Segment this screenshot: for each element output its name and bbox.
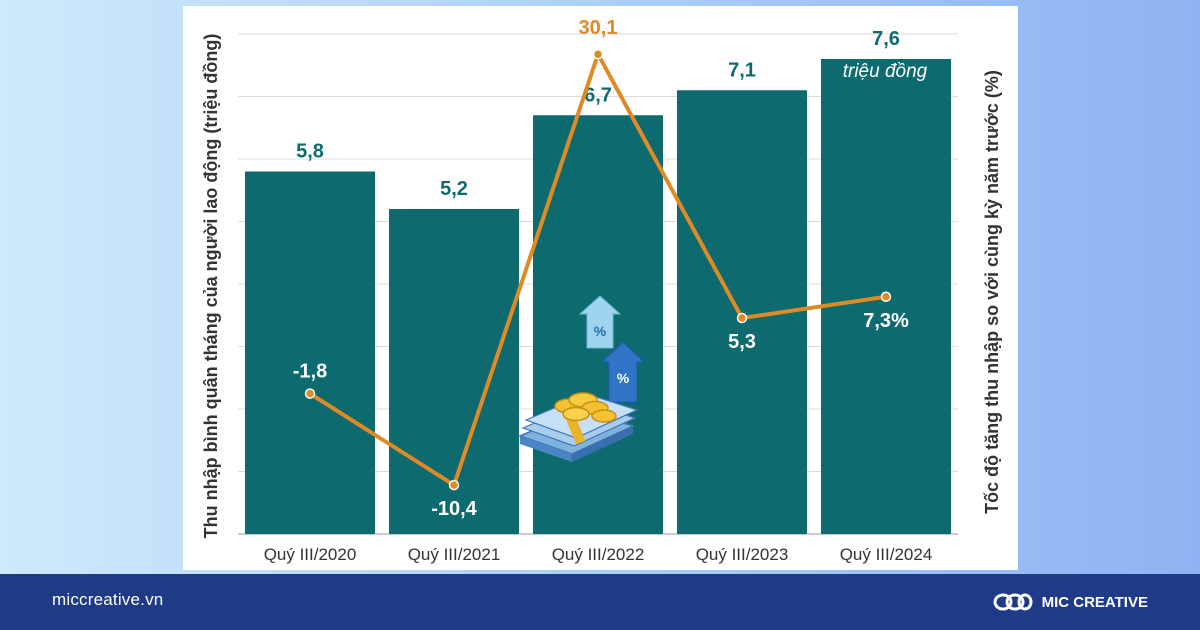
bar-value-label: 7,6 xyxy=(872,28,900,50)
line-point xyxy=(304,388,316,399)
x-tick-label: Quý III/2021 xyxy=(408,545,501,564)
mic-creative-logo-icon xyxy=(993,593,1033,611)
gold-coins xyxy=(554,392,617,423)
x-tick-labels: Quý III/2020 Quý III/2021 Quý III/2022 Quý … xyxy=(264,545,933,564)
x-tick-label: Quý III/2024 xyxy=(840,545,933,564)
line-point xyxy=(448,479,460,491)
y-axis-title-right: Tốc độ tăng thu nhập so với cùng kỳ năm … xyxy=(982,70,1002,514)
bar-value-label: 7,1 xyxy=(728,59,756,81)
chart-panel: 5,8 5,2 6,7 7,1 7,6 triệu đồng % % xyxy=(183,6,1018,570)
brand-name: MIC CREATIVE xyxy=(1041,593,1148,611)
bar xyxy=(245,171,375,534)
unit-note-label: triệu đồng xyxy=(843,61,928,82)
site-url[interactable]: miccreative.vn xyxy=(52,590,164,609)
brand: MIC CREATIVE xyxy=(992,589,1148,615)
line-value-label: 30,1 xyxy=(579,17,618,39)
y-axis-title: Thu nhập bình quân tháng của người lao đ… xyxy=(201,34,221,539)
line-value-label: -1,8 xyxy=(293,361,327,383)
unit-note: triệu đồng xyxy=(843,61,928,82)
chart: 5,8 5,2 6,7 7,1 7,6 triệu đồng % % xyxy=(201,17,1002,564)
x-tick-label: Quý III/2023 xyxy=(696,545,789,564)
bar-value-label: 5,8 xyxy=(296,141,324,163)
bar-value-label: 6,7 xyxy=(584,84,612,106)
y-axis-title-left: Thu nhập bình quân tháng của người lao đ… xyxy=(201,34,221,539)
line-point xyxy=(880,291,892,303)
bar-labels: 5,8 5,2 6,7 7,1 7,6 xyxy=(296,28,900,200)
line-point xyxy=(736,312,748,324)
bars xyxy=(245,59,951,534)
line-value-label: -10,4 xyxy=(431,498,477,520)
line-labels: -1,8 -10,4 30,1 5,3 7,3% xyxy=(293,17,909,520)
line-series xyxy=(304,48,892,491)
y2-axis-title: Tốc độ tăng thu nhập so với cùng kỳ năm … xyxy=(982,70,1002,514)
money-stack-with-percent-arrows-icon: % % xyxy=(517,295,646,462)
x-tick-label: Quý III/2022 xyxy=(552,545,645,564)
line-point xyxy=(592,48,604,60)
line-value-label: 5,3 xyxy=(728,331,756,353)
percent-symbol-2: % xyxy=(617,370,630,386)
footer-bar: miccreative.vn MIC CREATIVE xyxy=(0,574,1200,630)
line-value-label: 7,3% xyxy=(863,310,909,332)
percent-symbol-1: % xyxy=(594,323,607,339)
x-tick-label: Quý III/2020 xyxy=(264,545,357,564)
bar-value-label: 5,2 xyxy=(440,178,468,200)
